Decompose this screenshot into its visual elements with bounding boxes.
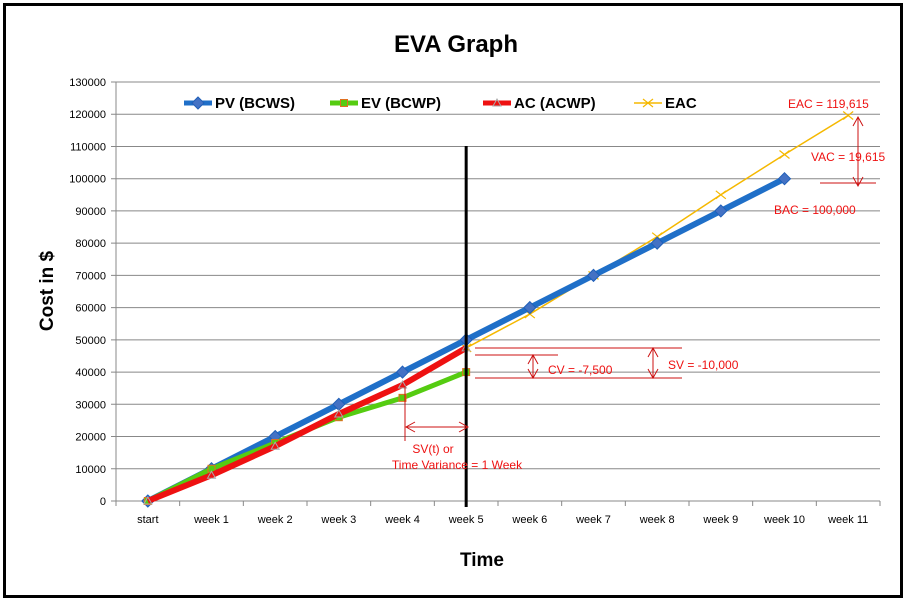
arrow-head [647,346,659,380]
arrow-head [852,115,864,188]
legend-label: EAC [665,95,697,112]
point-marker [842,111,854,120]
point-marker [650,236,664,250]
point-marker [142,495,153,505]
annotation-eac: EAC = 119,615 [788,97,869,111]
y-tick-label: 20000 [75,432,106,444]
x-tick-label: week 1 [193,514,229,526]
y-tick-label: 30000 [75,399,106,411]
y-tick-label: 0 [100,496,106,508]
x-tick-label: week 4 [384,514,420,526]
y-axis-title: Cost in $ [37,250,58,331]
point-marker [777,171,792,186]
point-marker [642,98,654,108]
legend: PV (BCWS) EV (BCWP) AC (ACWP) EAC [184,95,697,112]
grid-lines [111,81,881,506]
annotation-svt2: Time Variance = 1 Week [392,458,523,472]
annotation-cv: CV = -7,500 [548,363,613,377]
y-tick-label: 100000 [69,174,106,186]
annotation-group: EAC = 119,615 VAC = 19,615 BAC = 100,000 CV… [392,97,885,507]
y-tick-label: 50000 [75,335,106,347]
y-tick-label: 10000 [75,464,106,476]
point-marker [714,204,728,218]
legend-label: AC (ACWP) [514,95,596,112]
point-marker [492,97,502,107]
annotation-sv: SV = -10,000 [668,358,739,372]
x-tick-label: week 3 [320,514,356,526]
legend-label: PV (BCWS) [215,95,295,112]
chart-title: EVA Graph [394,31,518,58]
point-marker [397,379,408,389]
series-line [146,345,468,504]
series-group [141,111,854,508]
y-tick-label: 110000 [70,141,106,153]
point-marker [779,150,790,159]
x-tick-label: week 8 [639,514,675,526]
y-tick-label: 60000 [75,303,106,315]
point-marker [523,300,537,315]
x-tick-label: start [137,514,158,526]
x-tick-label: week 11 [827,514,868,526]
point-marker [398,393,407,402]
x-tick-label: week 2 [257,514,293,526]
x-tick-label: week 6 [511,514,547,526]
legend-label: EV (BCWP) [361,95,441,112]
point-marker [715,190,727,200]
x-tick-label: week 9 [702,514,738,526]
y-tick-label: 40000 [75,367,106,379]
point-marker [270,441,281,450]
point-marker [333,408,344,418]
y-tick-label: 80000 [75,238,106,250]
y-tick-label: 120000 [69,109,106,121]
x-tick-label: week 5 [448,514,484,526]
point-marker [586,268,601,283]
y-tick-label: 130000 [69,77,106,89]
arrow-head [404,421,470,433]
annotation-svt1: SV(t) or [412,442,453,456]
y-tick-label: 90000 [75,206,106,218]
annotation-bac: BAC = 100,000 [774,203,856,217]
x-tick-label: week 7 [575,514,611,526]
x-tick-label: week 10 [763,514,805,526]
series-ac-acwp [142,342,472,505]
point-marker [395,365,410,379]
point-marker [191,96,205,110]
y-tick-label: 70000 [75,270,106,282]
point-marker [340,99,348,107]
x-tick-labels: start week 1 week 2 week 3 week 4 week 5 week … [137,514,868,526]
annotation-vac: VAC = 19,615 [811,150,885,164]
point-marker [206,470,217,479]
arrow-head [527,353,539,380]
y-tick-labels: 0 10000 20000 30000 40000 50000 60000 70000 8000… [69,77,106,508]
x-axis-title: Time [460,550,504,571]
